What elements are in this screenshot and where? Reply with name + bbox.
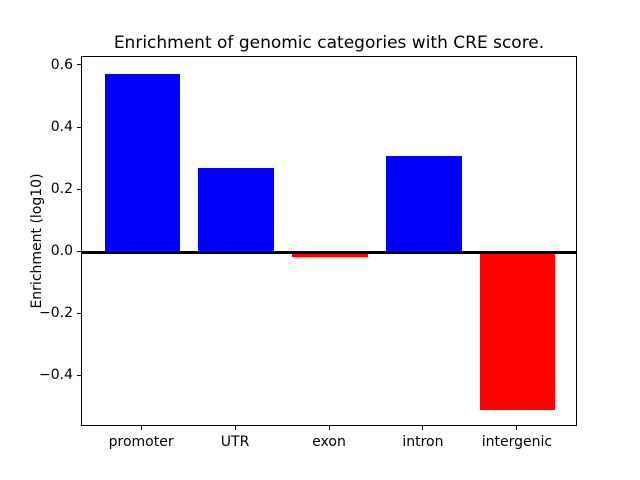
y-tick-mark [77,312,81,314]
plot-inner [82,57,576,425]
y-tick-label: 0.4 [50,119,73,136]
zero-line [82,250,576,254]
bar-exon [292,252,368,257]
y-tick-label: −0.2 [39,305,73,322]
y-tick-label: 0.2 [50,181,73,198]
y-tick-label: 0.6 [50,56,73,73]
x-tick-mark [516,426,518,430]
chart-title: Enrichment of genomic categories with CR… [113,33,545,53]
x-tick-mark [422,426,424,430]
bar-UTR [198,168,274,253]
bar-intergenic [480,252,556,411]
x-tick-label-exon: exon [312,434,346,450]
y-tick-mark [77,374,81,376]
y-tick-mark [77,188,81,190]
plot-area [81,56,577,426]
y-tick-mark [77,126,81,128]
y-tick-label: −0.4 [39,367,73,384]
x-tick-mark [234,426,236,430]
bar-promoter [104,73,180,253]
x-tick-mark [328,426,330,430]
x-tick-label-intron: intron [402,434,444,450]
x-tick-label-promoter: promoter [108,434,174,450]
y-tick-mark [77,250,81,252]
x-tick-label-UTR: UTR [220,434,250,450]
bar-intron [386,155,462,253]
x-tick-mark [140,426,142,430]
y-tick-mark [77,64,81,66]
y-tick-label: 0.0 [50,243,73,260]
x-tick-label-intergenic: intergenic [481,434,553,450]
